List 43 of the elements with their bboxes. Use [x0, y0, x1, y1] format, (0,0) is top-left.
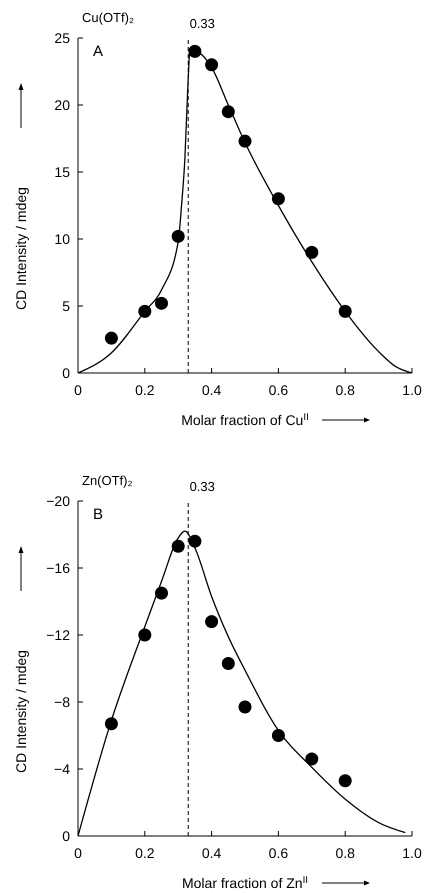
x-tick-label: 0.4	[202, 382, 222, 398]
point	[305, 246, 318, 259]
y-tick-label: 0	[62, 365, 70, 381]
point	[155, 586, 168, 600]
point	[104, 332, 118, 345]
x-tick-label: 0.6	[268, 382, 288, 398]
y-tick-label: 10	[54, 231, 70, 247]
y-tick-label: 25	[54, 30, 70, 46]
y-tick-label: 20	[54, 97, 70, 113]
annotation: B	[93, 506, 104, 523]
x-tick-label: 0	[74, 382, 82, 398]
y-tick-label: 5	[62, 298, 70, 314]
y-tick-label: 0	[62, 828, 70, 844]
x-axis-title: Molar fraction of Cu$^{II}$	[181, 412, 309, 428]
y-tick-label: −4	[54, 761, 70, 777]
point	[155, 296, 168, 310]
x-tick-label: 0.8	[335, 382, 356, 398]
y-axis-title: CD Intensity / mdeg	[13, 650, 29, 773]
y-tick-label: −16	[46, 560, 70, 576]
annotation: A	[93, 43, 104, 60]
point	[238, 700, 252, 714]
x-tick-label: 1.0	[402, 845, 422, 861]
ref-line-label: 0.33	[190, 479, 215, 494]
y-tick-label: −20	[46, 493, 70, 509]
point	[222, 656, 235, 670]
x-tick-label: 0.2	[135, 382, 155, 398]
x-axis-title: Molar fraction of Zn$^{II}$	[182, 874, 308, 891]
x-tick-label: 0	[74, 845, 82, 861]
y-tick-label: −8	[54, 694, 70, 710]
point	[205, 615, 218, 628]
point	[305, 752, 318, 766]
y-axis-title: CD Intensity / mdeg	[13, 187, 29, 310]
ref-line-label: 0.33	[190, 16, 215, 31]
x-tick-label: 0.8	[335, 845, 356, 861]
x-tick-label: 0.4	[202, 845, 222, 861]
point	[338, 774, 352, 788]
chart-title: Cu(OTf)₂	[82, 10, 134, 25]
x-tick-label: 0.2	[135, 845, 155, 861]
x-tick-label: 0.6	[268, 845, 288, 861]
y-tick-label: −12	[46, 627, 70, 643]
x-tick-label: 1.0	[402, 382, 422, 398]
chart-title: Zn(OTf)₂	[82, 473, 133, 488]
y-tick-label: 15	[54, 164, 70, 180]
